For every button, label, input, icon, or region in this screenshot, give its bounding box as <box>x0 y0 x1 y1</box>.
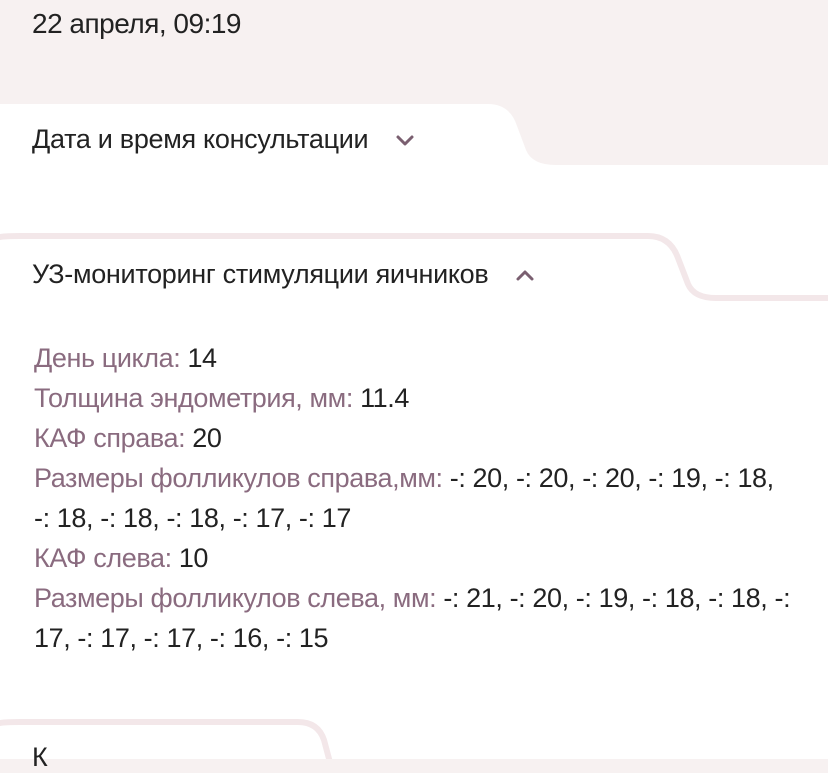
section-header-next[interactable]: К <box>32 742 48 773</box>
section-title: Дата и время консультации <box>32 124 369 154</box>
field-follicles-right: Размеры фолликулов справа,мм: -: 20, -: … <box>34 463 774 533</box>
ultrasound-fields: День цикла: 14 Толщина эндометрия, мм: 1… <box>34 338 794 658</box>
chevron-down-icon <box>396 135 414 145</box>
section-header-consultation-datetime[interactable]: Дата и время консультации <box>32 124 416 155</box>
chevron-up-icon <box>516 270 534 280</box>
section-title: УЗ-мониторинг стимуляции яичников <box>32 259 489 289</box>
section-title: К <box>32 742 48 772</box>
consultation-datetime: 22 апреля, 09:19 <box>32 8 242 39</box>
field-cycle-day: День цикла: 14 <box>34 343 217 373</box>
field-afc-left: КАФ слева: 10 <box>34 543 209 573</box>
section-header-ultrasound-monitoring[interactable]: УЗ-мониторинг стимуляции яичников <box>32 259 536 290</box>
field-follicles-left: Размеры фолликулов слева, мм: -: 21, -: … <box>34 583 791 653</box>
field-afc-right: КАФ справа: 20 <box>34 423 222 453</box>
field-endometrium-thickness: Толщина эндометрия, мм: 11.4 <box>34 383 410 413</box>
